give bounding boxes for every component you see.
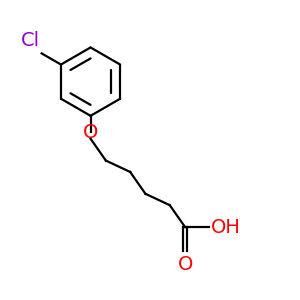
- Text: OH: OH: [211, 218, 241, 237]
- Text: O: O: [177, 255, 193, 274]
- Text: O: O: [83, 123, 98, 142]
- Text: Cl: Cl: [21, 32, 40, 50]
